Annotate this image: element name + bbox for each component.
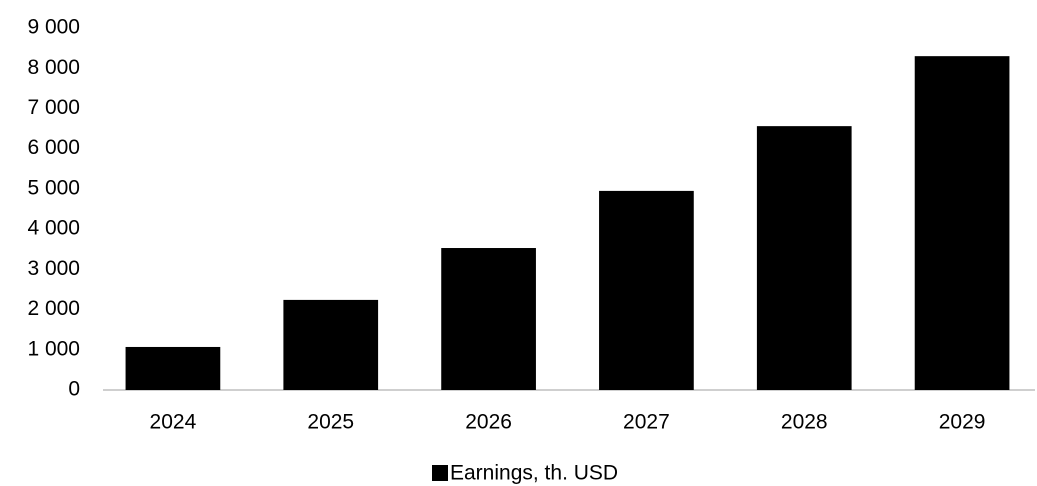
y-tick-label: 6 000 xyxy=(27,136,80,159)
x-tick-label: 2025 xyxy=(307,411,354,434)
y-tick-label: 8 000 xyxy=(27,56,80,79)
x-tick-label: 2027 xyxy=(623,411,670,434)
bar xyxy=(599,190,694,390)
bar xyxy=(914,56,1010,391)
y-tick-label: 1 000 xyxy=(27,337,80,360)
x-tick-label: 2026 xyxy=(465,411,512,434)
legend-swatch xyxy=(432,465,448,481)
y-tick-label: 2 000 xyxy=(27,297,80,320)
x-tick-label: 2028 xyxy=(781,411,828,434)
bar xyxy=(283,299,379,390)
x-tick-label: 2024 xyxy=(150,411,197,434)
bar xyxy=(756,126,852,391)
y-tick-label: 0 xyxy=(68,378,80,401)
y-tick-label: 5 000 xyxy=(27,176,80,199)
bar xyxy=(125,346,221,390)
bar xyxy=(441,248,536,390)
y-tick-label: 3 000 xyxy=(27,257,80,280)
x-tick-label: 2029 xyxy=(939,411,986,434)
y-tick-label: 7 000 xyxy=(27,96,80,119)
y-tick-label: 9 000 xyxy=(27,16,80,39)
legend-label: Earnings, th. USD xyxy=(450,462,618,485)
y-tick-label: 4 000 xyxy=(27,217,80,240)
